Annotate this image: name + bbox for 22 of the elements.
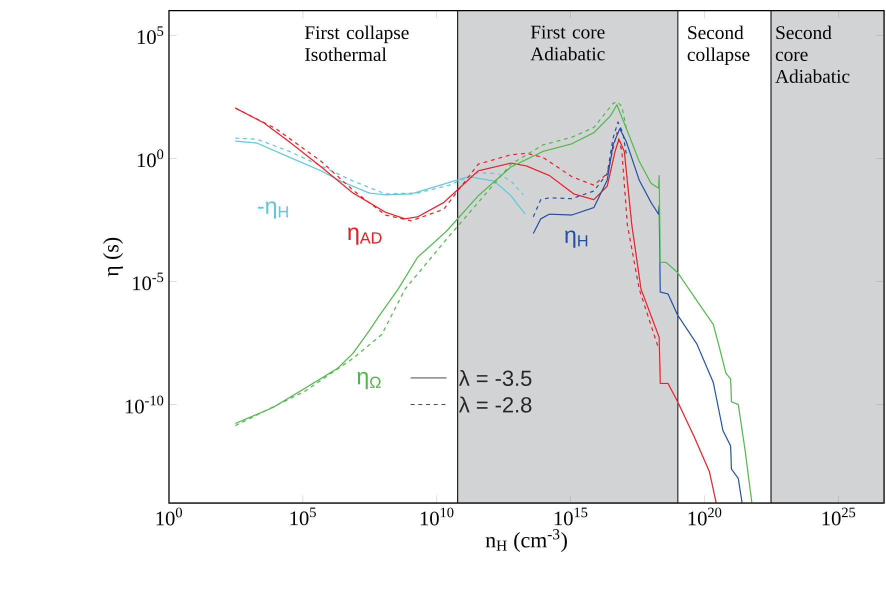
y-tick-label: 10$^{5}$ (138, 26, 164, 44)
y-tick-label: 10$^{0}$ (138, 150, 164, 168)
annotation: Second collapse (688, 26, 750, 66)
x-tick-label: 10$^{25}$ (822, 508, 856, 526)
annotation: λ = -2.8 (458, 396, 532, 413)
band-label: First core Adiabatic (530, 26, 605, 61)
x-tick-label: 10$^{5}$ (290, 508, 316, 526)
annotation: First collapse Isothermal (304, 26, 409, 62)
x-tick-label: 10$^{10}$ (420, 508, 454, 526)
series-label: η$_{AD}$ (348, 228, 382, 245)
annotation: λ = -3.5 (458, 370, 532, 386)
series-label: η$_{Ω}$ (358, 372, 381, 390)
x-tick-label: 10$^{0}$ (156, 508, 182, 526)
x-tick-label: 10$^{20}$ (688, 508, 722, 526)
series-label: η$_{H}$ (565, 230, 588, 248)
x-axis-title: n$_{H}$ (cm$^{-3}$) (486, 529, 567, 552)
series-label: -η$_{H}$ (258, 202, 288, 219)
y-tick-label: 10$^{-5}$ (133, 272, 164, 290)
y-axis-title: η (s) (103, 238, 123, 277)
band-label: Second core Adiabatic (775, 26, 850, 84)
x-tick-label: 10$^{15}$ (554, 508, 588, 526)
y-tick-label: 10$^{-10}$ (126, 396, 164, 414)
